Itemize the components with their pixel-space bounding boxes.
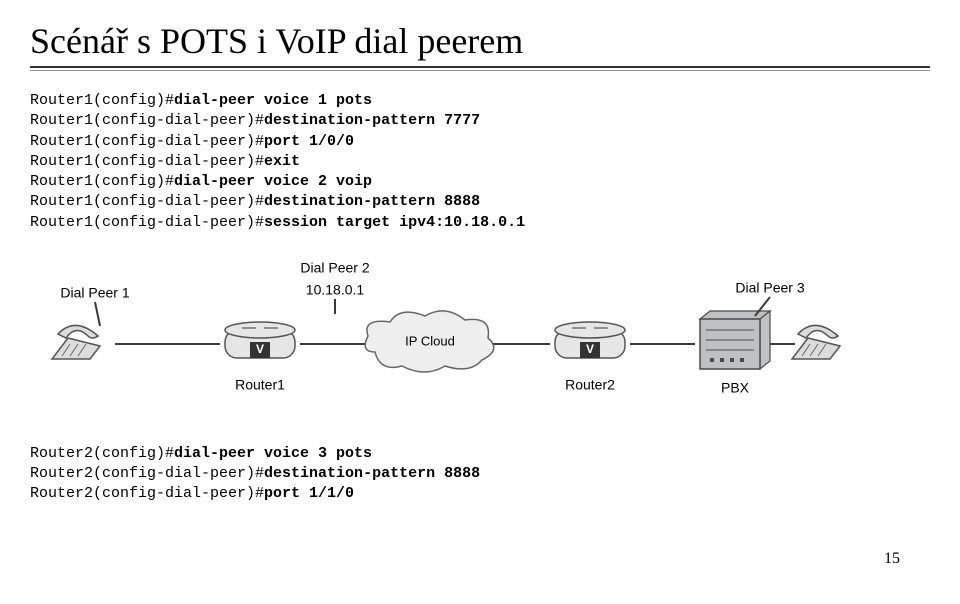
svg-text:10.18.0.1: 10.18.0.1 [306,281,365,297]
svg-text:V: V [586,342,594,356]
page-number: 15 [884,550,900,568]
page-title: Scénář s POTS i VoIP dial peerem [30,20,930,62]
svg-text:Dial Peer 1: Dial Peer 1 [60,284,129,300]
svg-text:Dial Peer 2: Dial Peer 2 [300,259,369,275]
network-diagram: V IP Cloud V Dial Peer 1 Dial Peer 2 10.18.0.… [30,249,930,424]
svg-text:IP Cloud: IP Cloud [405,333,455,348]
code-block-bottom: Router2(config)#dial-peer voice 3 pots R… [30,444,930,505]
svg-text:V: V [256,342,264,356]
svg-text:Router1: Router1 [235,376,285,392]
svg-text:Router2: Router2 [565,376,615,392]
svg-text:Dial Peer 3: Dial Peer 3 [735,279,804,295]
title-underline [30,66,930,71]
code-block-top: Router1(config)#dial-peer voice 1 pots R… [30,91,930,233]
svg-text:PBX: PBX [721,379,750,395]
